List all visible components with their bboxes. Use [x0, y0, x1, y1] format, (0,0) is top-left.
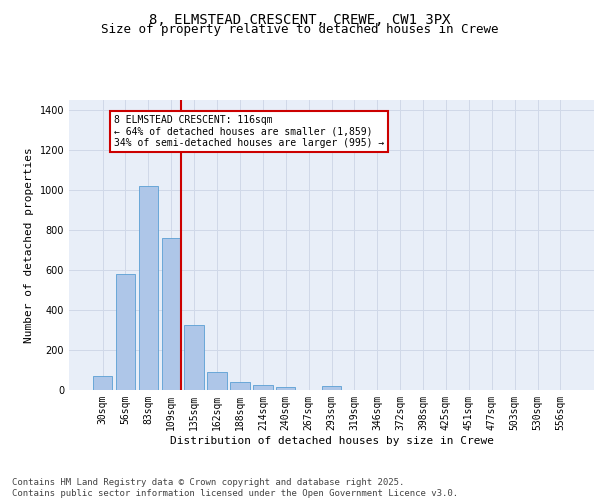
Text: 8 ELMSTEAD CRESCENT: 116sqm
← 64% of detached houses are smaller (1,859)
34% of : 8 ELMSTEAD CRESCENT: 116sqm ← 64% of det… [114, 115, 384, 148]
Bar [208, 372, 227, 390]
Bar [93, 376, 112, 390]
Bar [139, 186, 158, 390]
Y-axis label: Number of detached properties: Number of detached properties [24, 147, 34, 343]
Bar [322, 386, 341, 390]
Bar [116, 274, 135, 390]
Bar [161, 238, 181, 390]
Bar [253, 385, 272, 390]
Bar [276, 387, 295, 390]
Text: Contains HM Land Registry data © Crown copyright and database right 2025.
Contai: Contains HM Land Registry data © Crown c… [12, 478, 458, 498]
Text: 8, ELMSTEAD CRESCENT, CREWE, CW1 3PX: 8, ELMSTEAD CRESCENT, CREWE, CW1 3PX [149, 12, 451, 26]
X-axis label: Distribution of detached houses by size in Crewe: Distribution of detached houses by size … [170, 436, 493, 446]
Bar [230, 382, 250, 390]
Text: Size of property relative to detached houses in Crewe: Size of property relative to detached ho… [101, 22, 499, 36]
Bar [184, 325, 204, 390]
